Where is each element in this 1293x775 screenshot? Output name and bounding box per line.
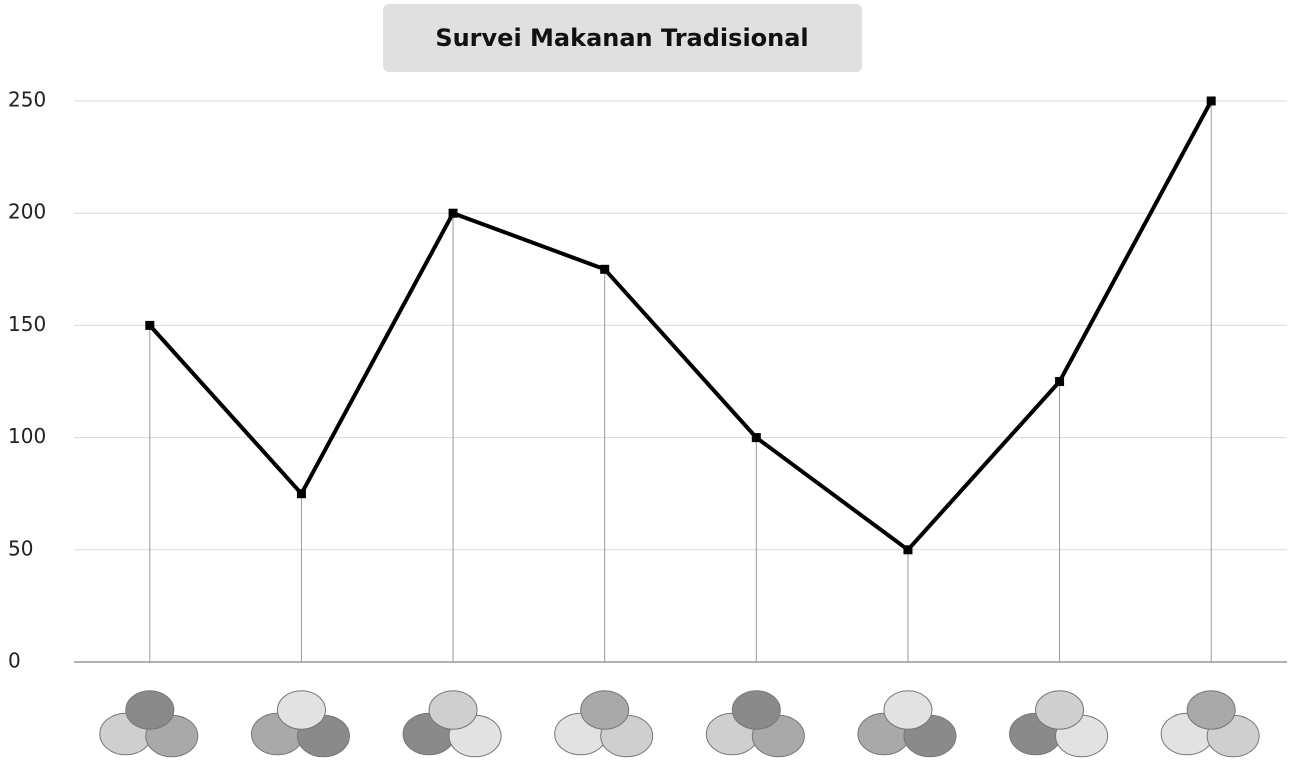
food-piece — [428, 690, 478, 730]
chart-title: Survei Makanan Tradisional — [435, 24, 808, 52]
point-marker — [600, 264, 610, 274]
point-marker — [448, 208, 458, 218]
point-marker — [145, 320, 155, 330]
point-marker — [296, 489, 306, 499]
food-piece — [883, 690, 933, 730]
food-piece — [1186, 690, 1236, 730]
line-series — [148, 100, 1213, 552]
point-marker — [1055, 377, 1065, 386]
food-icon — [554, 690, 654, 758]
food-piece — [1035, 690, 1085, 730]
food-icon — [705, 690, 805, 758]
food-icon — [99, 690, 199, 758]
point-marker — [1206, 96, 1216, 106]
food-icon — [1009, 690, 1109, 758]
food-icon — [857, 690, 957, 758]
title-box — [383, 4, 862, 72]
food-piece — [731, 690, 781, 730]
food-piece — [276, 690, 326, 730]
y-tick-label: 50 — [8, 536, 33, 560]
y-tick-label: 200 — [8, 200, 46, 224]
point-marker — [903, 545, 913, 555]
y-tick-label: 150 — [8, 312, 46, 336]
food-piece — [580, 690, 630, 730]
point-marker — [751, 433, 761, 443]
y-tick-label: 0 — [8, 649, 21, 673]
food-piece — [125, 690, 175, 730]
food-icon — [1160, 690, 1260, 758]
food-icon — [402, 690, 502, 758]
y-tick-label: 250 — [8, 88, 46, 112]
food-icon — [250, 690, 350, 758]
y-tick-label: 100 — [8, 424, 46, 448]
